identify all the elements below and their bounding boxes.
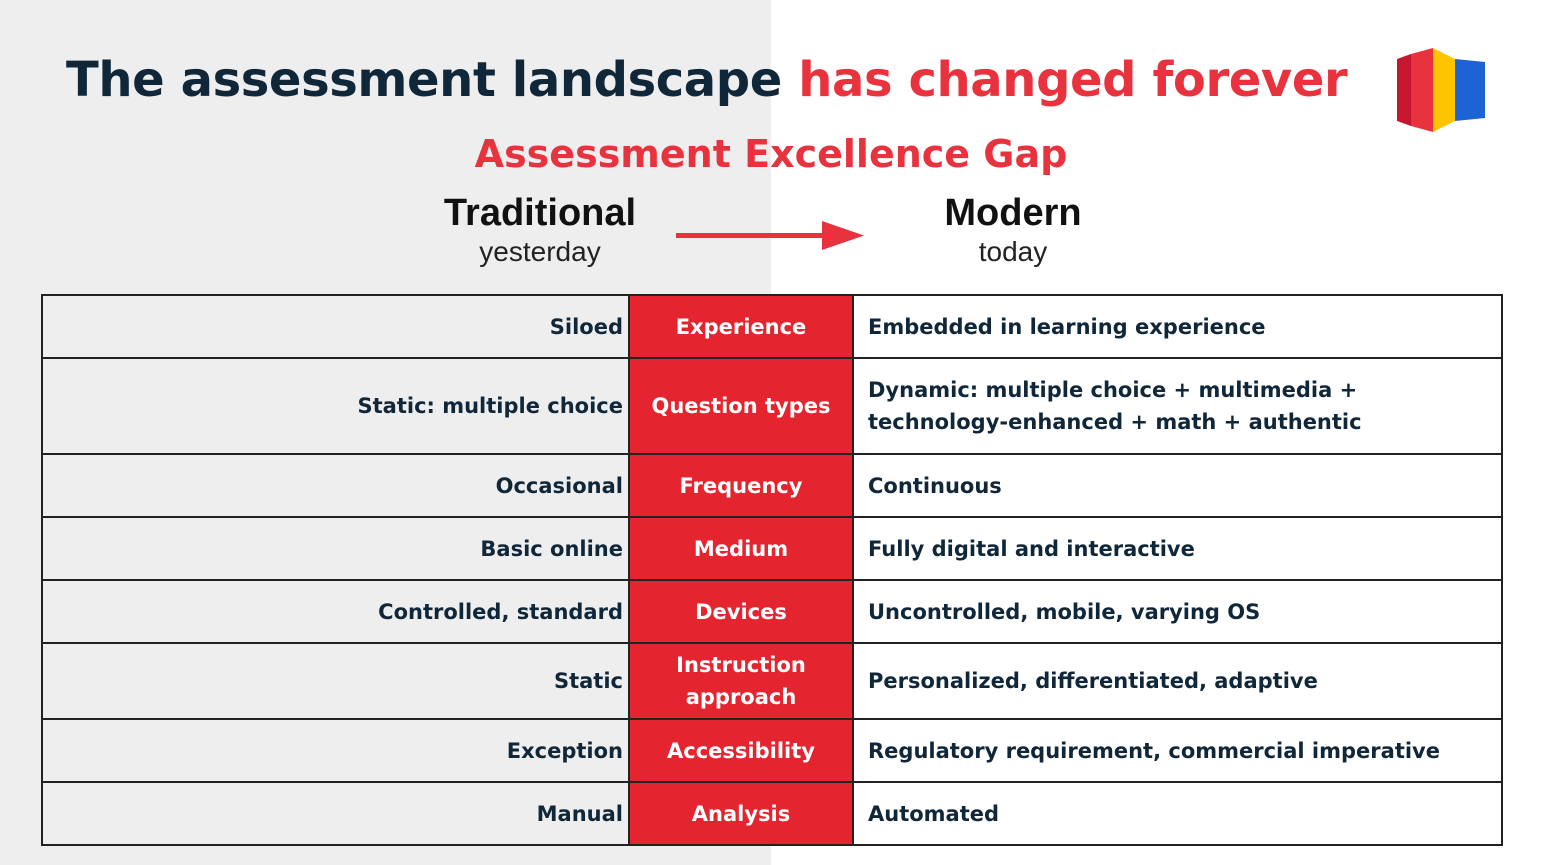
table-row: Static: multiple choice Question types D… — [41, 357, 1503, 455]
subtitle: Assessment Excellence Gap — [474, 132, 1068, 176]
brand-logo-icon — [1397, 48, 1485, 132]
comparison-table: Siloed Experience Embedded in learning e… — [41, 294, 1503, 846]
table-row: Occasional Frequency Continuous — [41, 453, 1503, 518]
traditional-cell: Occasional — [41, 453, 630, 518]
modern-cell: Continuous — [852, 453, 1503, 518]
table-row: Controlled, standard Devices Uncontrolle… — [41, 579, 1503, 644]
traditional-heading: Traditional — [443, 192, 637, 234]
category-cell: Instruction approach — [628, 642, 854, 720]
modern-cell: Dynamic: multiple choice + multimedia + … — [852, 357, 1503, 455]
traditional-cell: Static: multiple choice — [41, 357, 630, 455]
table-row: Manual Analysis Automated — [41, 781, 1503, 846]
category-cell: Frequency — [628, 453, 854, 518]
modern-cell: Embedded in learning experience — [852, 294, 1503, 359]
table-row: Basic online Medium Fully digital and in… — [41, 516, 1503, 581]
category-cell: Question types — [628, 357, 854, 455]
traditional-cell: Exception — [41, 718, 630, 783]
modern-cell: Regulatory requirement, commercial imper… — [852, 718, 1503, 783]
modern-cell: Automated — [852, 781, 1503, 846]
traditional-cell: Siloed — [41, 294, 630, 359]
title-part-red: has changed forever — [798, 52, 1348, 108]
modern-column-header: Modern today — [863, 191, 1163, 269]
table-row: Siloed Experience Embedded in learning e… — [41, 294, 1503, 359]
modern-cell: Fully digital and interactive — [852, 516, 1503, 581]
category-cell: Medium — [628, 516, 854, 581]
modern-heading: Modern — [944, 192, 1082, 234]
table-row: Static Instruction approach Personalized… — [41, 642, 1503, 720]
category-cell: Accessibility — [628, 718, 854, 783]
modern-subheading: today — [978, 236, 1048, 267]
traditional-column-header: Traditional yesterday — [390, 191, 690, 269]
category-cell: Analysis — [628, 781, 854, 846]
title-part-dark: The assessment landscape — [66, 52, 782, 108]
table-row: Exception Accessibility Regulatory requi… — [41, 718, 1503, 783]
traditional-cell: Static — [41, 642, 630, 720]
modern-cell: Personalized, differentiated, adaptive — [852, 642, 1503, 720]
page-title: The assessment landscape has changed for… — [66, 48, 1348, 112]
modern-cell: Uncontrolled, mobile, varying OS — [852, 579, 1503, 644]
category-cell: Devices — [628, 579, 854, 644]
traditional-cell: Controlled, standard — [41, 579, 630, 644]
arrow-right-icon — [676, 221, 864, 250]
traditional-cell: Basic online — [41, 516, 630, 581]
traditional-subheading: yesterday — [479, 236, 601, 267]
category-cell: Experience — [628, 294, 854, 359]
traditional-cell: Manual — [41, 781, 630, 846]
